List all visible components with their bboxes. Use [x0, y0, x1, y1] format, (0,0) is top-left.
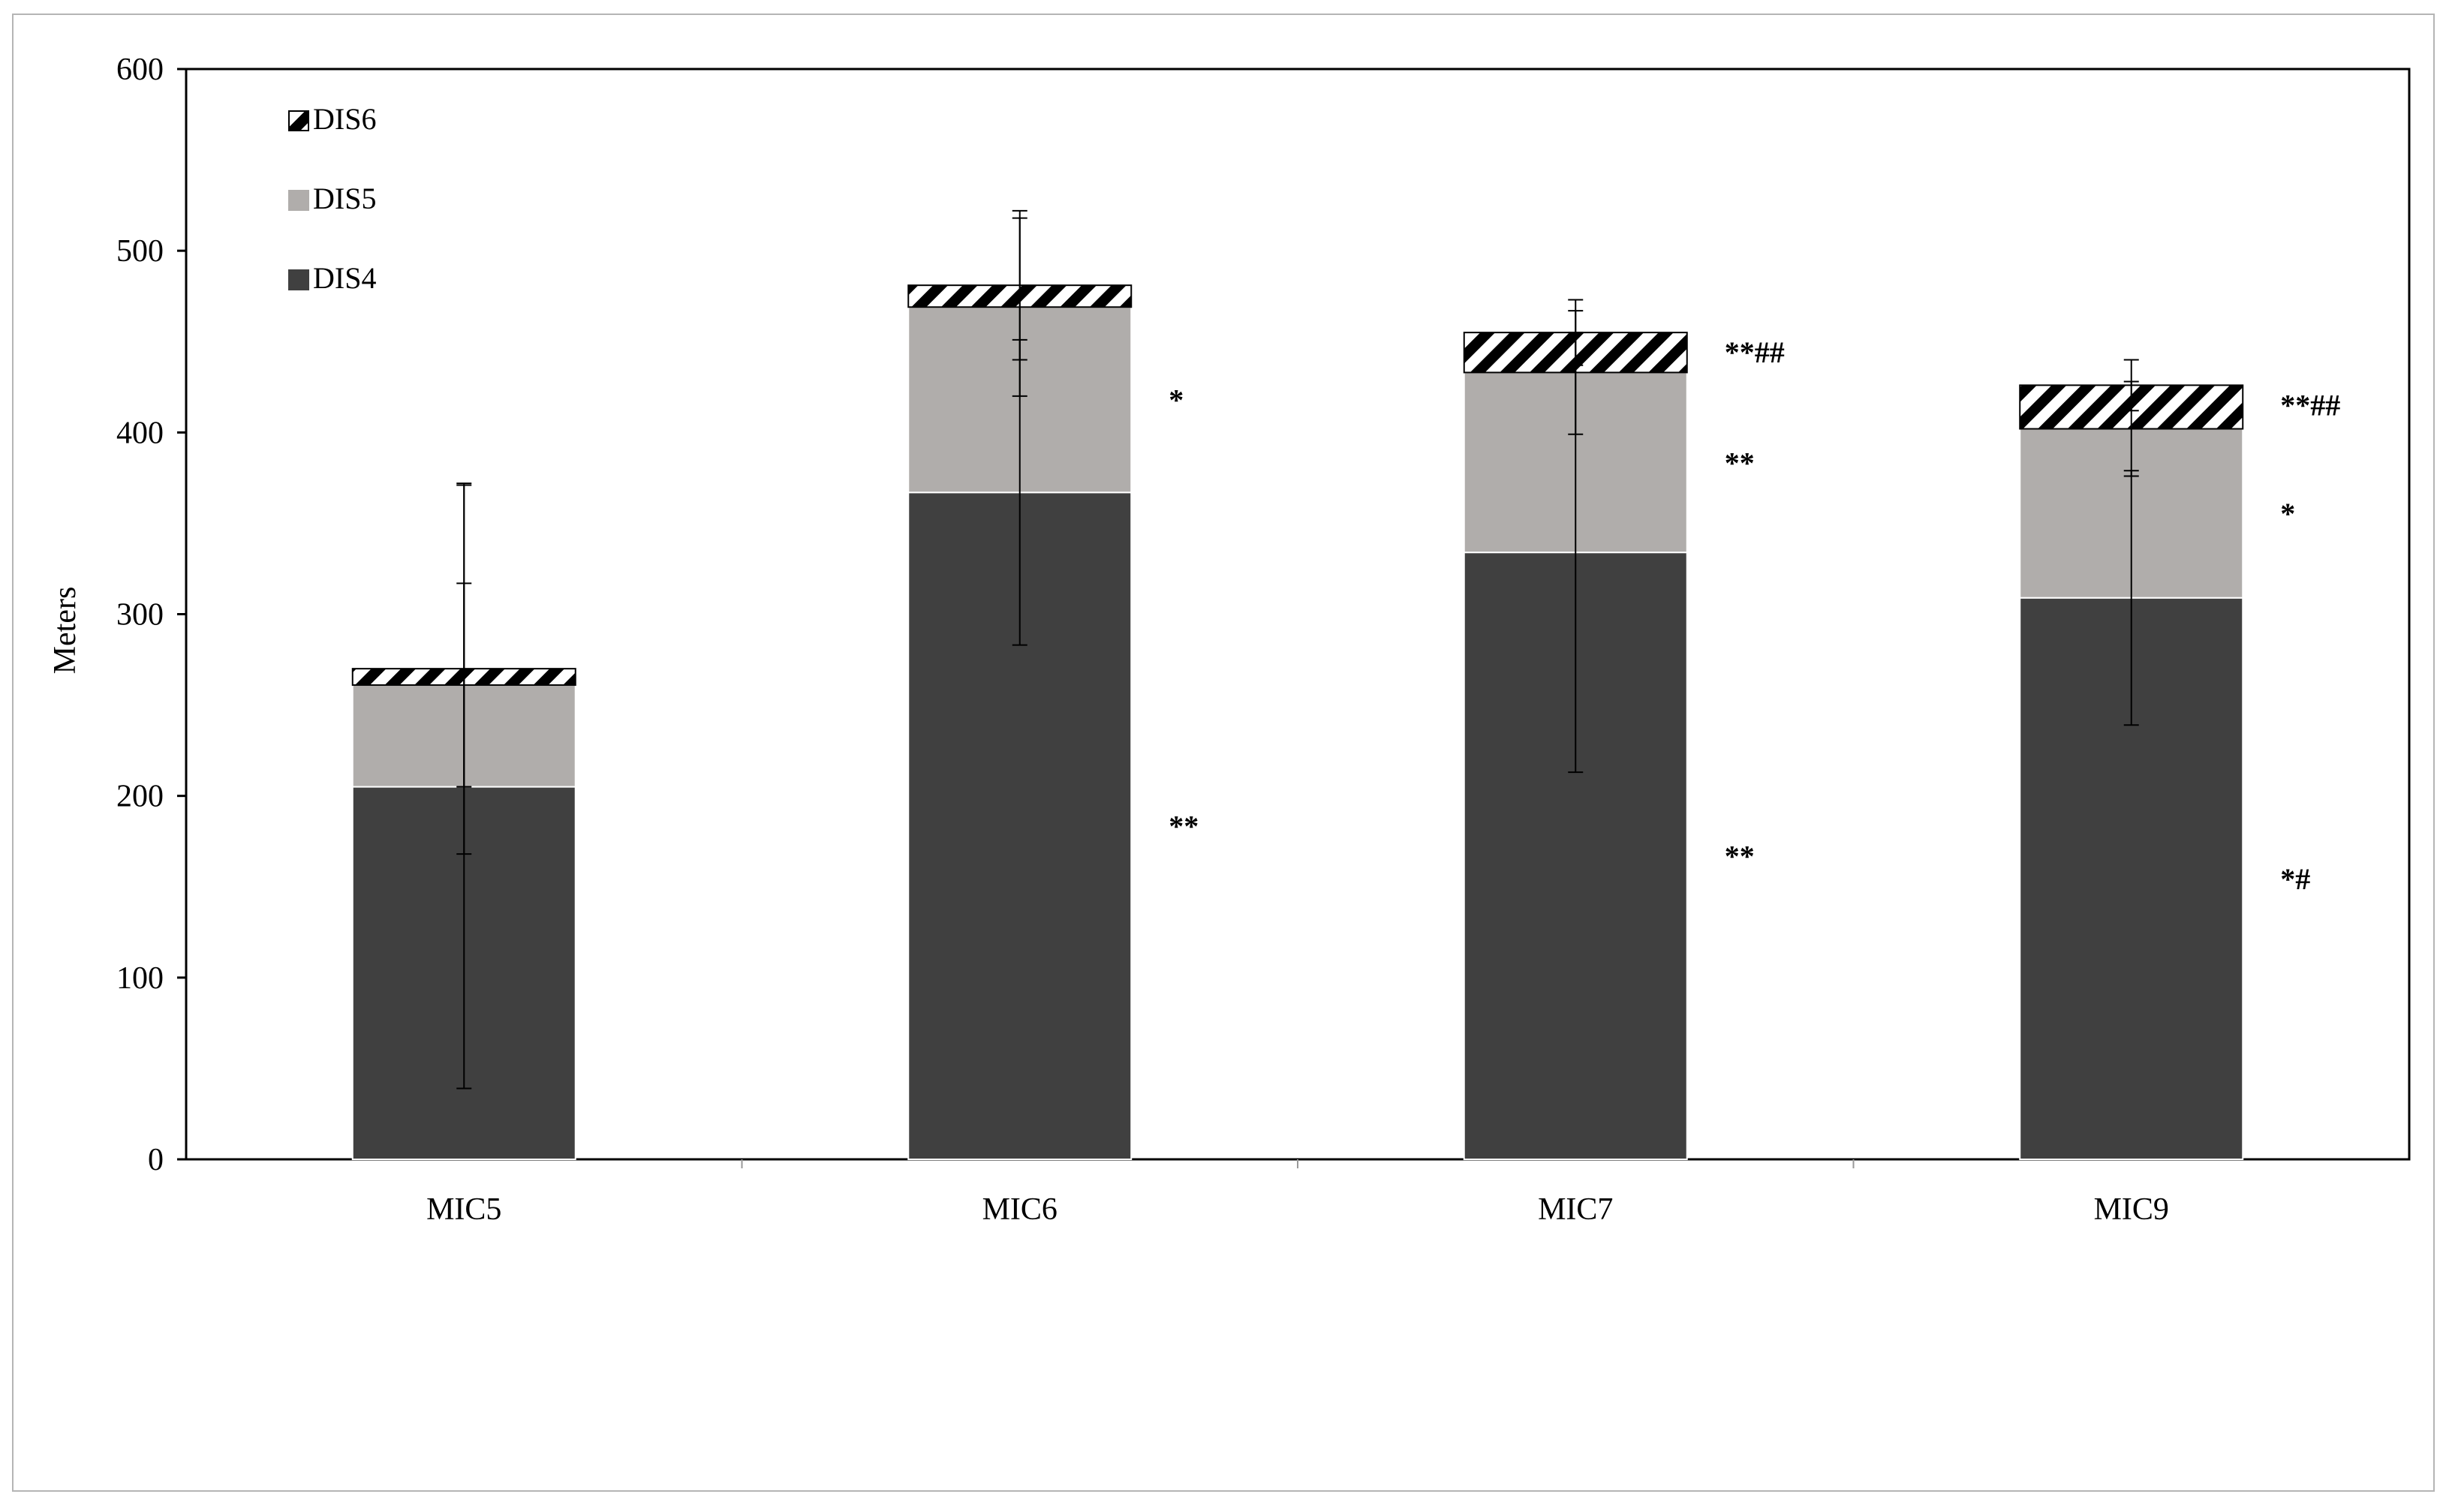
- legend: DIS6 DIS5 DIS4: [288, 102, 376, 295]
- significance-label: **: [1725, 446, 1755, 479]
- x-tick-label: MIC6: [982, 1192, 1058, 1227]
- significance-label: *#: [2280, 862, 2310, 896]
- legend-swatch: [288, 190, 309, 211]
- y-tick-label: 300: [116, 598, 164, 633]
- legend-label: DIS6: [313, 102, 376, 136]
- significance-label: **##: [1725, 335, 1785, 369]
- x-tick-label: MIC7: [1538, 1192, 1613, 1227]
- plot-area: 0100200300400500600MIC5***MIC6******##MI…: [116, 53, 2411, 1227]
- legend-swatch: [288, 269, 309, 290]
- y-tick-label: 200: [116, 780, 164, 814]
- legend-swatch: [288, 110, 309, 131]
- x-tick-label: MIC5: [426, 1192, 501, 1227]
- y-tick-label: 500: [116, 234, 164, 269]
- significance-label: **: [1169, 810, 1199, 843]
- significance-label: *: [2280, 497, 2295, 531]
- significance-label: **: [1725, 840, 1755, 873]
- legend-label: DIS4: [313, 261, 376, 295]
- y-tick-label: 400: [116, 416, 164, 450]
- y-tick-label: 600: [116, 53, 164, 87]
- y-axis-title: Meters: [48, 587, 83, 675]
- y-tick-label: 100: [116, 961, 164, 996]
- y-tick-label: 0: [148, 1143, 164, 1177]
- legend-label: DIS5: [313, 182, 376, 215]
- significance-label: *: [1169, 383, 1184, 417]
- x-tick-label: MIC9: [2094, 1192, 2169, 1227]
- significance-label: **##: [2280, 388, 2340, 422]
